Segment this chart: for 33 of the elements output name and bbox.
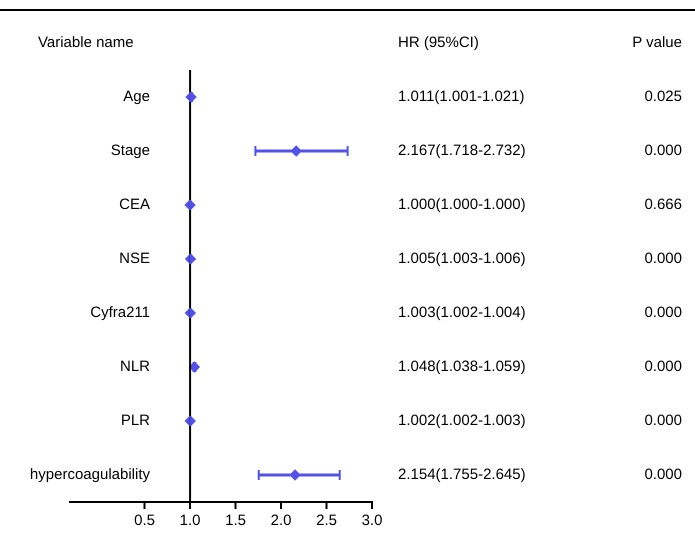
y-tick-label: hypercoagulability: [30, 466, 150, 484]
y-tick-label: PLR: [120, 412, 150, 430]
data-label: 2.154(1.755-2.645): [398, 466, 526, 484]
x-tick-label: 2.0: [270, 512, 292, 530]
y-tick-label: Cyfra211: [90, 304, 150, 322]
y-tick-label: CEA: [119, 196, 150, 214]
x-tick-label: 0.5: [134, 512, 156, 530]
y-tick-label: NLR: [120, 358, 150, 376]
y-tick-label: Age: [123, 88, 150, 106]
text: 0.025: [644, 88, 682, 106]
data-label: 1.003(1.002-1.004): [398, 304, 526, 322]
text: 0.000: [644, 466, 682, 484]
data-label: 1.002(1.002-1.003): [398, 412, 526, 430]
data-label: 1.048(1.038-1.059): [398, 358, 526, 376]
text: 0.666: [644, 196, 682, 214]
data-label: 2.167(1.718-2.732): [398, 142, 526, 160]
y-tick-label: Stage: [110, 142, 150, 160]
data-label: 1.011(1.001-1.021): [398, 88, 524, 106]
text: Variable name: [38, 34, 134, 52]
text: HR (95%CI): [398, 34, 479, 52]
x-tick-label: 2.5: [316, 512, 337, 530]
x-tick-label: 3.0: [362, 512, 382, 530]
text: 0.000: [644, 304, 682, 322]
x-tick-label: 1.5: [225, 512, 246, 530]
text: 0.000: [644, 250, 682, 268]
text: 0.000: [644, 412, 682, 430]
x-tick-label: 1.0: [180, 512, 200, 530]
text: P value: [632, 34, 682, 52]
text: 0.000: [644, 358, 682, 376]
y-tick-label: NSE: [119, 250, 150, 268]
data-label: 1.005(1.003-1.006): [398, 250, 526, 268]
data-label: 1.000(1.000-1.000): [398, 196, 526, 214]
text: 0.000: [644, 142, 682, 160]
